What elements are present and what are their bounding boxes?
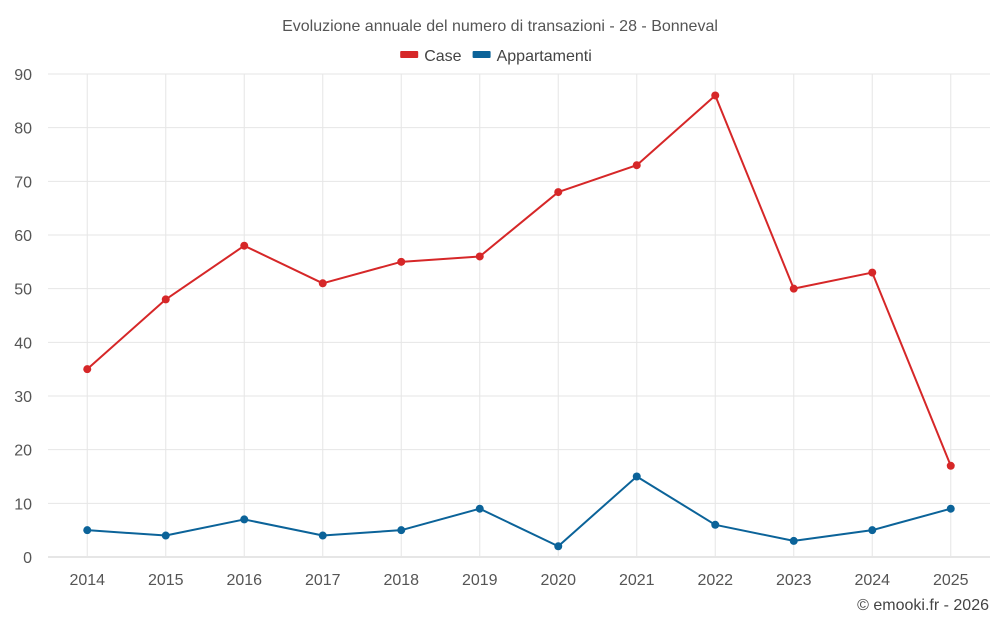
y-tick-label: 20: [14, 443, 32, 460]
data-point[interactable]: [711, 91, 720, 100]
series-case: [83, 91, 955, 470]
data-point[interactable]: [475, 504, 484, 513]
gridlines: [48, 73, 990, 558]
x-tick-label: 2022: [697, 572, 733, 589]
data-point[interactable]: [318, 531, 327, 540]
x-tick-label: 2021: [619, 572, 655, 589]
data-point[interactable]: [711, 520, 720, 529]
chart-title: Evoluzione annuale del numero di transaz…: [282, 18, 718, 35]
data-point[interactable]: [554, 188, 563, 197]
x-tick-label: 2016: [226, 572, 262, 589]
x-tick-label: 2015: [148, 572, 184, 589]
legend-label: Appartamenti: [497, 48, 592, 65]
x-tick-label: 2014: [69, 572, 105, 589]
x-tick-label: 2023: [776, 572, 812, 589]
data-point[interactable]: [83, 365, 92, 374]
data-point[interactable]: [632, 161, 641, 170]
data-point[interactable]: [868, 268, 877, 277]
legend-label: Case: [424, 48, 461, 65]
data-point[interactable]: [789, 536, 798, 545]
y-axis: 0 10 20 30 40 50 60 70 80 90: [14, 67, 32, 567]
x-tick-label: 2017: [305, 572, 341, 589]
data-point[interactable]: [946, 504, 955, 513]
data-point[interactable]: [868, 526, 877, 535]
data-point[interactable]: [161, 531, 170, 540]
series-group: [83, 91, 955, 551]
data-point[interactable]: [789, 284, 798, 293]
series-appartamenti: [83, 472, 955, 551]
data-point[interactable]: [475, 252, 484, 261]
data-point[interactable]: [318, 279, 327, 288]
y-tick-label: 0: [23, 550, 32, 567]
x-axis: 2014 2015 2016 2017 2018 2019 2020 2021 2022 2023…: [69, 572, 968, 589]
y-tick-label: 60: [14, 228, 32, 245]
series-line: [87, 475, 952, 548]
data-point[interactable]: [632, 472, 641, 481]
data-point[interactable]: [397, 257, 406, 266]
y-tick-label: 80: [14, 121, 32, 138]
data-point[interactable]: [240, 515, 249, 524]
y-tick-label: 90: [14, 67, 32, 84]
y-tick-label: 30: [14, 389, 32, 406]
data-point[interactable]: [83, 526, 92, 535]
x-tick-label: 2020: [540, 572, 576, 589]
data-point[interactable]: [397, 526, 406, 535]
y-tick-label: 70: [14, 174, 32, 191]
legend-item-case[interactable]: Case: [400, 48, 462, 65]
data-point[interactable]: [946, 461, 955, 470]
legend: Case Appartamenti: [400, 48, 592, 65]
y-tick-label: 10: [14, 496, 32, 513]
legend-swatch: [400, 51, 419, 58]
series-line: [86, 94, 952, 467]
x-tick-label: 2024: [854, 572, 890, 589]
x-tick-label: 2019: [462, 572, 498, 589]
data-point[interactable]: [240, 241, 249, 250]
y-tick-label: 50: [14, 282, 32, 299]
data-point[interactable]: [554, 542, 563, 551]
legend-swatch: [472, 51, 491, 58]
data-point[interactable]: [161, 295, 170, 304]
legend-item-appartamenti[interactable]: Appartamenti: [472, 48, 592, 65]
x-tick-label: 2018: [383, 572, 419, 589]
x-tick-label: 2025: [933, 572, 969, 589]
y-tick-label: 40: [14, 335, 32, 352]
credit-text: © emooki.fr - 2026: [857, 597, 989, 614]
